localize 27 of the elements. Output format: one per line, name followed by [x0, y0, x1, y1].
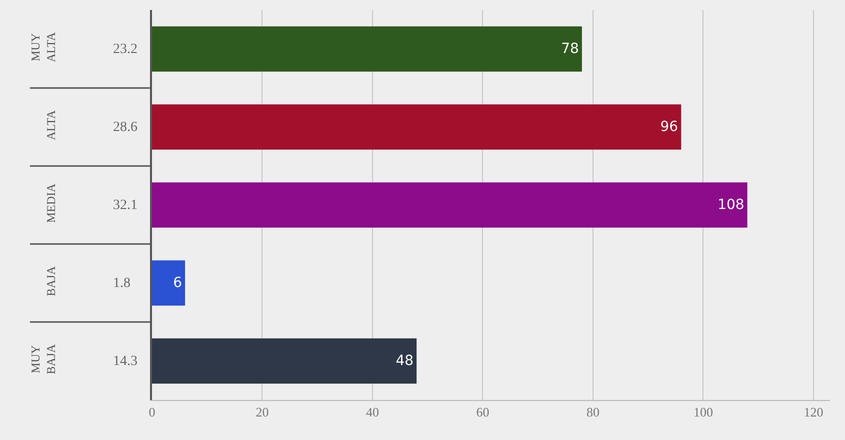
y-tick-label: ALTA	[44, 110, 58, 140]
text: 28.6	[113, 120, 138, 135]
text: 23.2	[113, 42, 138, 57]
bar	[152, 338, 417, 384]
y-tick-label: MUY BAJA	[28, 344, 58, 374]
data-label: 78	[561, 41, 579, 57]
data-label: 96	[660, 119, 678, 135]
x-tick-label: 80	[586, 404, 600, 420]
text: 32.1	[113, 198, 138, 213]
data-label: 48	[396, 353, 414, 369]
x-tick-label: 40	[366, 404, 379, 420]
y-tick-label: MUY ALTA	[28, 32, 58, 62]
text: 1.8	[113, 276, 130, 291]
bar	[152, 26, 582, 72]
x-tick-label: 100	[693, 404, 713, 420]
bar	[152, 104, 682, 150]
x-tick-label: 60	[476, 404, 490, 420]
text: 14.3	[113, 354, 138, 369]
data-label: 6	[173, 275, 182, 291]
x-tick-label: 0	[148, 404, 156, 420]
y-tick-label: BAJA	[44, 266, 58, 296]
bar	[152, 260, 186, 306]
bar	[152, 182, 748, 228]
x-tick-label: 120	[804, 404, 824, 420]
x-tick-label: 20	[256, 404, 269, 420]
data-label: 108	[718, 197, 744, 213]
y-tick-label: MEDIA	[44, 183, 58, 223]
